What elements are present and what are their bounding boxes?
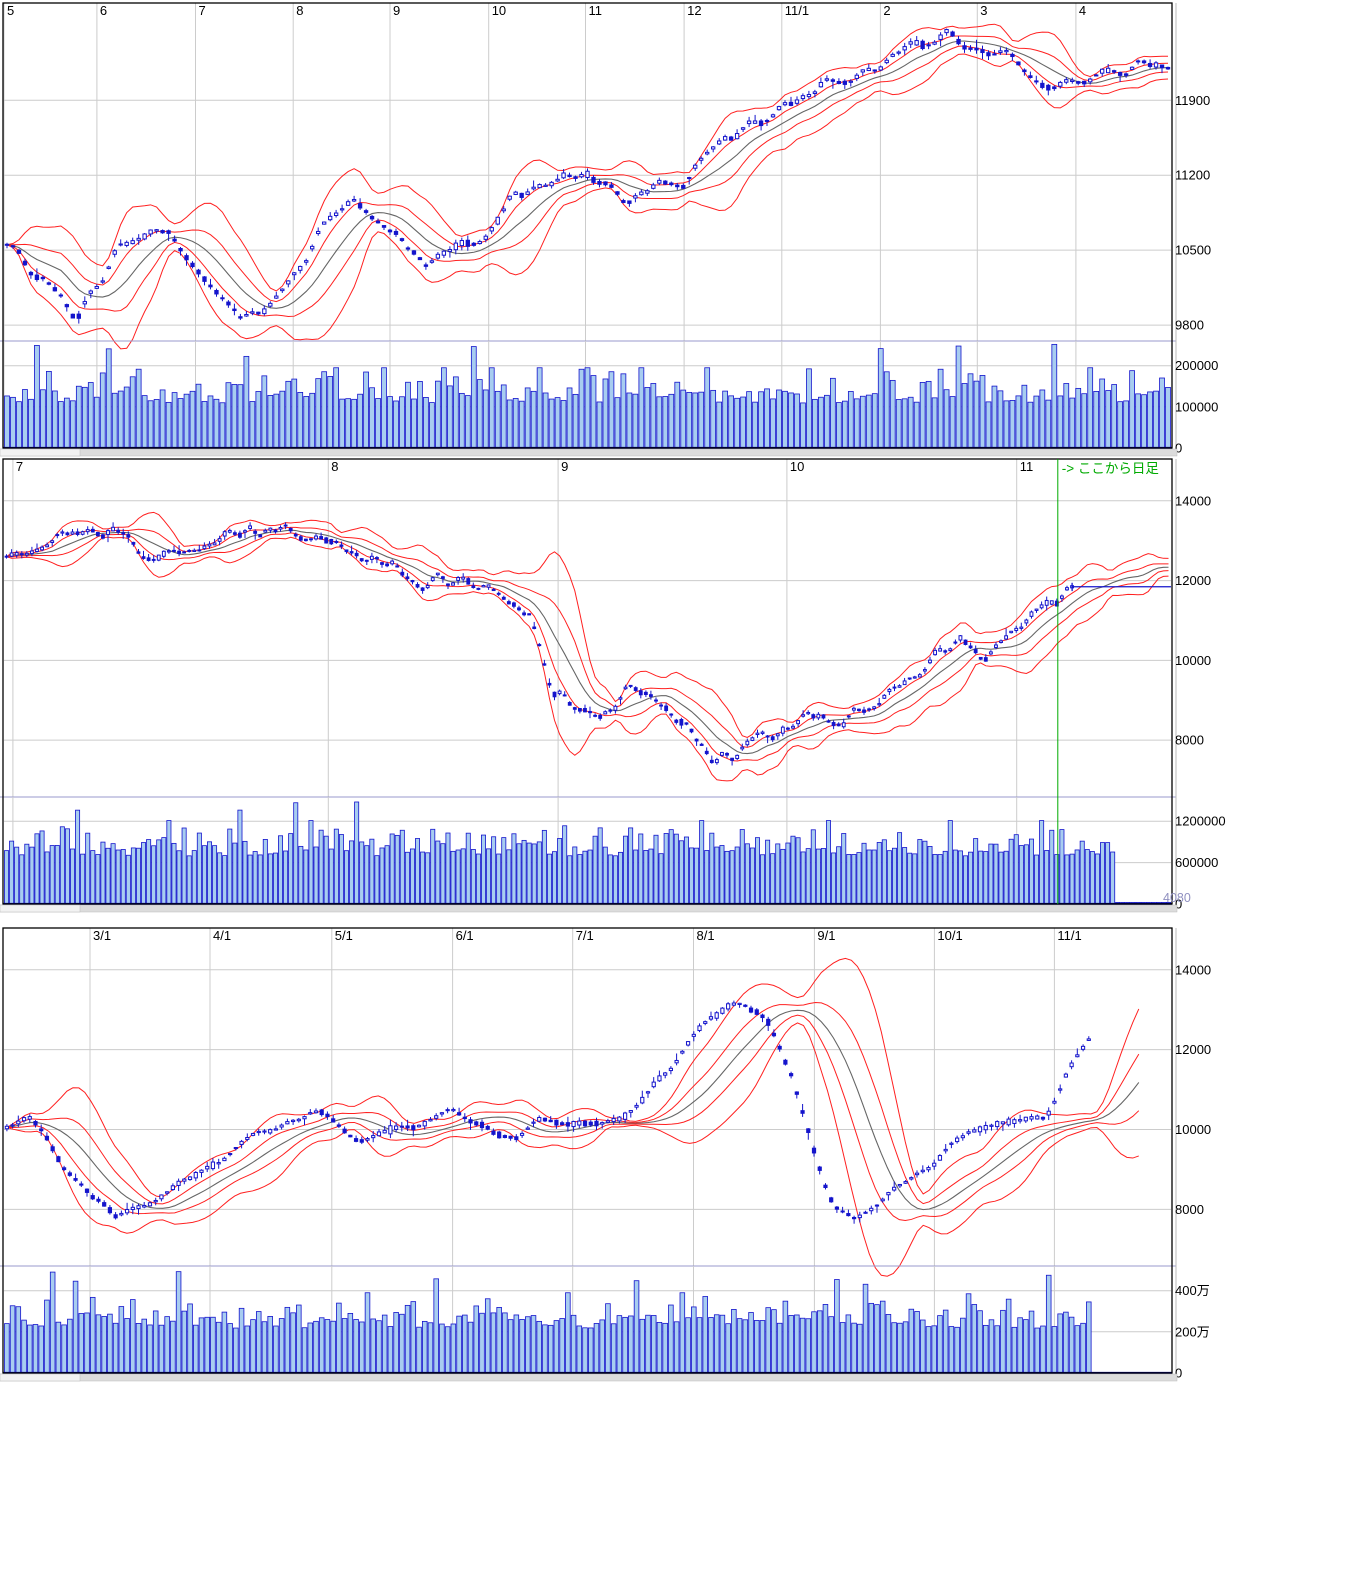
svg-text:11900: 11900 <box>1175 93 1210 108</box>
svg-text:8000: 8000 <box>1175 1202 1204 1217</box>
svg-text:10500: 10500 <box>1175 243 1211 258</box>
svg-text:6/1: 6/1 <box>456 928 474 943</box>
svg-text:8/1: 8/1 <box>697 928 715 943</box>
svg-text:5/1: 5/1 <box>335 928 353 943</box>
svg-text:10000: 10000 <box>1175 1122 1211 1137</box>
svg-text:11: 11 <box>1020 459 1033 474</box>
svg-text:-> ここから日足: -> ここから日足 <box>1062 461 1160 476</box>
svg-text:10/1: 10/1 <box>937 928 962 943</box>
svg-text:10: 10 <box>492 3 506 18</box>
svg-text:9: 9 <box>393 3 400 18</box>
svg-text:5: 5 <box>7 3 14 18</box>
svg-text:8: 8 <box>331 459 338 474</box>
svg-text:12000: 12000 <box>1175 573 1211 588</box>
svg-text:6: 6 <box>100 3 107 18</box>
svg-text:10: 10 <box>790 459 804 474</box>
svg-text:10000: 10000 <box>1175 653 1211 668</box>
svg-text:2: 2 <box>883 3 890 18</box>
svg-text:7: 7 <box>199 3 206 18</box>
svg-text:11200: 11200 <box>1175 168 1210 183</box>
svg-text:400万: 400万 <box>1175 1283 1210 1298</box>
svg-text:200000: 200000 <box>1175 358 1218 373</box>
svg-text:4080: 4080 <box>1163 891 1191 905</box>
svg-text:4: 4 <box>1079 3 1086 18</box>
svg-text:11/1: 11/1 <box>785 3 809 18</box>
svg-text:14000: 14000 <box>1175 493 1211 508</box>
svg-text:200万: 200万 <box>1175 1324 1210 1339</box>
svg-text:3: 3 <box>980 3 987 18</box>
svg-text:9: 9 <box>561 459 568 474</box>
svg-text:9/1: 9/1 <box>817 928 835 943</box>
svg-text:8: 8 <box>296 3 303 18</box>
svg-text:1200000: 1200000 <box>1175 814 1226 829</box>
svg-text:7/1: 7/1 <box>576 928 594 943</box>
svg-text:600000: 600000 <box>1175 855 1218 870</box>
svg-text:4/1: 4/1 <box>213 928 231 943</box>
svg-text:11: 11 <box>589 3 603 18</box>
svg-text:14000: 14000 <box>1175 962 1211 977</box>
svg-text:12: 12 <box>687 3 701 18</box>
svg-text:8000: 8000 <box>1175 733 1204 748</box>
svg-text:11/1: 11/1 <box>1057 928 1081 943</box>
svg-text:100000: 100000 <box>1175 399 1218 414</box>
svg-text:9800: 9800 <box>1175 318 1204 333</box>
svg-text:3/1: 3/1 <box>93 928 111 943</box>
svg-text:12000: 12000 <box>1175 1042 1211 1057</box>
svg-text:7: 7 <box>16 459 23 474</box>
